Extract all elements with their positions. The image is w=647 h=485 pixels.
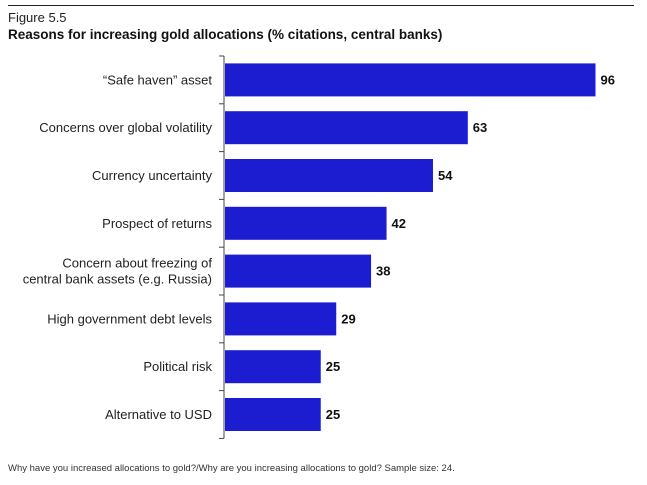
value-label-prospect-of-returns: 42 xyxy=(392,216,406,231)
category-label-concern-about-freezing-of-central-bank-assets-e-g-russia: central bank assets (e.g. Russia) xyxy=(23,272,212,287)
footnote: Why have you increased allocations to go… xyxy=(8,463,455,474)
value-label-political-risk: 25 xyxy=(326,359,340,374)
category-label-high-government-debt-levels: High government debt levels xyxy=(47,311,212,326)
bar-currency-uncertainty xyxy=(225,159,433,192)
value-label-safe-haven-asset: 96 xyxy=(601,72,615,87)
bar-alternative-to-usd xyxy=(225,398,321,431)
figure-label: Figure 5.5 xyxy=(8,10,67,25)
value-label-alternative-to-usd: 25 xyxy=(326,407,340,422)
value-label-currency-uncertainty: 54 xyxy=(438,168,453,183)
category-label-concerns-over-global-volatility: Concerns over global volatility xyxy=(39,120,212,135)
category-label-alternative-to-usd: Alternative to USD xyxy=(105,407,212,422)
bar-political-risk xyxy=(225,350,321,384)
bar-safe-haven-asset xyxy=(225,63,596,97)
category-label-prospect-of-returns: Prospect of returns xyxy=(102,216,212,231)
category-label-safe-haven-asset: “Safe haven” asset xyxy=(103,72,213,87)
value-label-high-government-debt-levels: 29 xyxy=(341,311,355,326)
bar-high-government-debt-levels xyxy=(225,302,337,336)
chart-title: Reasons for increasing gold allocations … xyxy=(8,27,443,42)
bar-concern-about-freezing-of-central-bank-assets-e-g-russia xyxy=(225,254,372,288)
bar-prospect-of-returns xyxy=(225,206,387,240)
value-label-concerns-over-global-volatility: 63 xyxy=(473,120,487,135)
category-label-concern-about-freezing-of-central-bank-assets-e-g-russia: Concern about freezing of xyxy=(62,256,212,271)
bar-chart: 96 “Safe haven” asset 63 Concerns over glob… xyxy=(23,55,615,439)
value-label-concern-about-freezing-of-central-bank-assets-e-g-russia: 38 xyxy=(376,264,390,279)
category-label-currency-uncertainty: Currency uncertainty xyxy=(92,168,212,183)
top-rule xyxy=(8,5,634,6)
category-label-political-risk: Political risk xyxy=(143,359,212,374)
bar-concerns-over-global-volatility xyxy=(225,111,468,145)
